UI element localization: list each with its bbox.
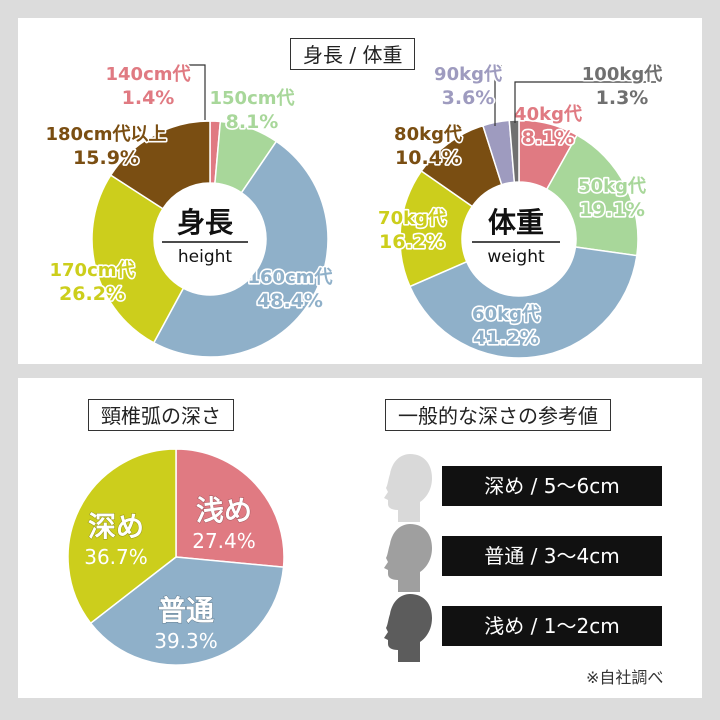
height-value-label-2: 48.4% (257, 290, 323, 312)
footnote: ※自社調べ (586, 668, 664, 687)
cervical-category-label-0: 浅め (196, 494, 252, 527)
weight-value-label-0: 8.1% (522, 127, 575, 149)
reference-title: 一般的な深さの参考値 (385, 399, 611, 431)
height-value-label-1: 8.1% (226, 111, 279, 133)
cervical-slice-1 (89, 556, 285, 666)
cervical-category-label-2: 深め (88, 510, 144, 543)
cervical-value-label-2: 36.7% (84, 545, 148, 569)
height-center-hole (154, 183, 266, 295)
height-category-label-1: 150cm代 (210, 88, 295, 109)
weight-center-hole (462, 182, 576, 296)
cervical-value-label-0: 27.4% (192, 529, 256, 553)
weight-value-label-3: 16.2% (379, 231, 445, 253)
height-category-label-3: 170cm代 (50, 260, 135, 281)
weight-value-label-1: 19.1% (579, 199, 645, 221)
height-category-label-4: 180cm代以上 (46, 124, 167, 145)
reference-row-shallow: 浅め / 1〜2cm (442, 606, 662, 646)
height-value-label-4: 15.9% (73, 147, 139, 169)
height-value-label-0: 1.4% (122, 87, 175, 109)
weight-center-title: 体重 (488, 206, 544, 239)
weight-category-label-5: 90kg代 (434, 64, 502, 85)
weight-category-label-2: 60kg代 (472, 304, 540, 325)
weight-category-label-0: 40kg代 (514, 104, 582, 125)
cervical-slice-2 (67, 448, 177, 625)
cervical-value-label-1: 39.3% (154, 629, 218, 653)
weight-category-label-3: 70kg代 (378, 208, 446, 229)
height-value-label-3: 26.2% (59, 283, 125, 305)
reference-row-normal: 普通 / 3〜4cm (442, 536, 662, 576)
weight-leader-6 (514, 81, 656, 123)
cervical-category-label-1: 普通 (158, 594, 214, 627)
weight-category-label-4: 80kg代 (394, 124, 462, 145)
height-category-label-2: 160cm代 (248, 267, 333, 288)
cervical-title: 頸椎弧の深さ (88, 399, 234, 431)
weight-value-label-5: 3.6% (442, 87, 495, 109)
weight-leader-5 (494, 65, 502, 126)
head-profile-shallow-icon (384, 594, 432, 662)
weight-value-label-4: 10.4% (395, 147, 461, 169)
cervical-slice-0 (175, 448, 285, 568)
weight-category-label-1: 50kg代 (578, 176, 646, 197)
weight-center-subtitle: weight (487, 247, 545, 267)
reference-row-deep: 深め / 5〜6cm (442, 466, 662, 506)
weight-category-label-6: 100kg代 (582, 64, 662, 85)
height-center-subtitle: height (178, 247, 233, 267)
weight-value-label-6: 1.3% (596, 87, 649, 109)
height-center-title: 身長 (177, 206, 234, 239)
top-title: 身長 / 体重 (290, 38, 416, 70)
head-profile-normal-icon (384, 524, 432, 592)
head-profile-deep-icon (384, 454, 432, 522)
height-leader-0 (182, 64, 206, 120)
height-category-label-0: 140cm代 (106, 64, 191, 85)
weight-value-label-2: 41.2% (473, 327, 539, 349)
